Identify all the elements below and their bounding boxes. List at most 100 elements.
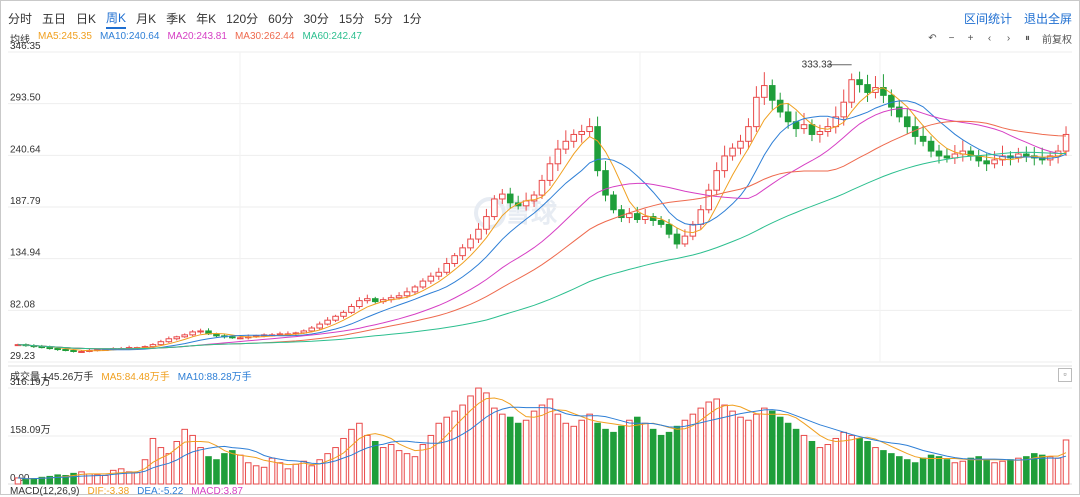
vol-ma5-line <box>17 397 1067 480</box>
candle-body <box>594 126 601 172</box>
tab-6[interactable]: 年K <box>196 12 217 26</box>
candle-body <box>737 140 744 149</box>
volume-bar <box>78 471 85 485</box>
tab-7[interactable]: 120分 <box>226 12 259 26</box>
candle-body <box>665 223 673 235</box>
candle-body <box>364 298 371 302</box>
tab-8[interactable]: 60分 <box>268 12 294 26</box>
tab-4[interactable]: 月K <box>136 12 157 26</box>
candle-body <box>499 193 506 200</box>
macd-legend-item-0: MACD(12,26,9) <box>10 486 80 497</box>
volume-bar <box>665 431 673 485</box>
candle-body <box>991 159 998 165</box>
price-tick-label: 82.08 <box>10 299 35 310</box>
volume-bar <box>1007 459 1014 485</box>
scroll-left-icon[interactable]: ‹ <box>987 33 992 44</box>
tab-0[interactable]: 分时 <box>8 12 33 26</box>
volume-bar <box>506 416 514 485</box>
range-stats-link[interactable]: 区间统计 <box>963 12 1012 26</box>
undo-icon[interactable]: ↶ <box>928 33 937 44</box>
volume-bar <box>943 459 951 485</box>
volume-bar <box>522 419 530 485</box>
volume-bar <box>340 437 347 485</box>
volume-bar <box>1038 454 1046 485</box>
candle-body <box>173 336 181 340</box>
tab-9[interactable]: 30分 <box>303 12 329 26</box>
price-tick-label: 187.79 <box>10 196 41 207</box>
exit-fullscreen-link[interactable]: 退出全屏 <box>1023 12 1072 26</box>
tab-2[interactable]: 日K <box>76 12 97 26</box>
volume-bar <box>872 447 879 485</box>
expand-icon[interactable]: ▫ <box>1058 368 1072 382</box>
volume-bar <box>22 478 30 485</box>
pause-icon[interactable]: ⏸ <box>1025 33 1030 44</box>
candle-body <box>586 126 593 133</box>
volume-bar <box>570 425 578 485</box>
volume-bar <box>54 474 61 485</box>
tab-12[interactable]: 1分 <box>402 12 422 26</box>
price-tick-label: 134.94 <box>10 248 41 259</box>
macd-legend-item-1: DIF:-3.38 <box>87 486 130 497</box>
candle-body <box>403 291 411 297</box>
volume-bar <box>395 450 403 485</box>
candle-body <box>475 228 482 240</box>
volume-bar <box>70 472 77 485</box>
volume-bar <box>697 407 705 485</box>
adjust-selector[interactable]: 前复权 <box>1042 35 1072 46</box>
candle-body <box>554 148 562 165</box>
max-annotation-label: 333.33 <box>802 60 833 71</box>
volume-bar <box>46 475 54 485</box>
tab-3[interactable]: 周K <box>106 9 127 29</box>
ma-legend: 均线 MA5:245.35 MA10:240.64 MA20:243.81 MA30:2… <box>10 31 370 46</box>
macd-legend: MACD(12,26,9) DIF:-3.38 DEA:-5.22 MACD:3.87 <box>10 486 251 497</box>
candle-body <box>324 319 331 325</box>
macd-legend-item-3: MACD:3.87 <box>191 486 243 497</box>
volume-bar <box>959 460 967 485</box>
tab-5[interactable]: 季K <box>166 12 187 26</box>
volume-bar <box>94 474 101 485</box>
volume-bar <box>578 419 585 485</box>
zoom-in-icon[interactable]: + <box>967 33 974 44</box>
candle-body <box>745 126 752 142</box>
volume-bar <box>475 387 482 485</box>
volume-bar <box>165 453 173 485</box>
volume-bar <box>967 457 975 485</box>
volume-bar <box>1030 453 1038 485</box>
candle-body <box>641 216 649 221</box>
vol-ma10-line <box>17 406 1067 480</box>
candle-body <box>673 233 681 245</box>
volume-bar <box>530 410 538 485</box>
vol-tick-label: 158.09万 <box>10 425 51 436</box>
candle-body <box>483 216 490 230</box>
volume-bar <box>832 437 840 485</box>
candle-body <box>856 79 863 86</box>
volume-bar <box>1023 456 1030 485</box>
scroll-right-icon[interactable]: › <box>1006 33 1011 44</box>
volume-bar <box>896 456 903 485</box>
tab-1[interactable]: 五日 <box>42 12 67 26</box>
ma60-line <box>17 151 1067 350</box>
candle-body <box>999 155 1006 161</box>
candle-body <box>721 155 728 172</box>
zoom-out-icon[interactable]: − <box>948 33 955 44</box>
volume-bar <box>745 419 752 485</box>
candle-body <box>864 84 871 93</box>
volume-bar <box>784 422 792 485</box>
ma-legend-item-1: MA5:245.35 <box>38 31 92 42</box>
volume-bar <box>459 404 466 485</box>
candle-body <box>189 331 196 336</box>
volume-bar <box>657 434 665 485</box>
tab-10[interactable]: 15分 <box>338 12 365 26</box>
volume-bar <box>641 422 649 485</box>
candle-body <box>848 79 855 103</box>
volume-bar <box>348 428 355 485</box>
price-tick-label: 29.23 <box>10 351 35 362</box>
volume-bar <box>737 416 744 485</box>
volume-bar <box>721 404 728 485</box>
tab-11[interactable]: 5分 <box>374 12 393 26</box>
volume-bar <box>324 453 331 485</box>
volume-bar <box>848 434 855 485</box>
volume-bar <box>911 462 919 485</box>
candle-body <box>451 255 458 264</box>
